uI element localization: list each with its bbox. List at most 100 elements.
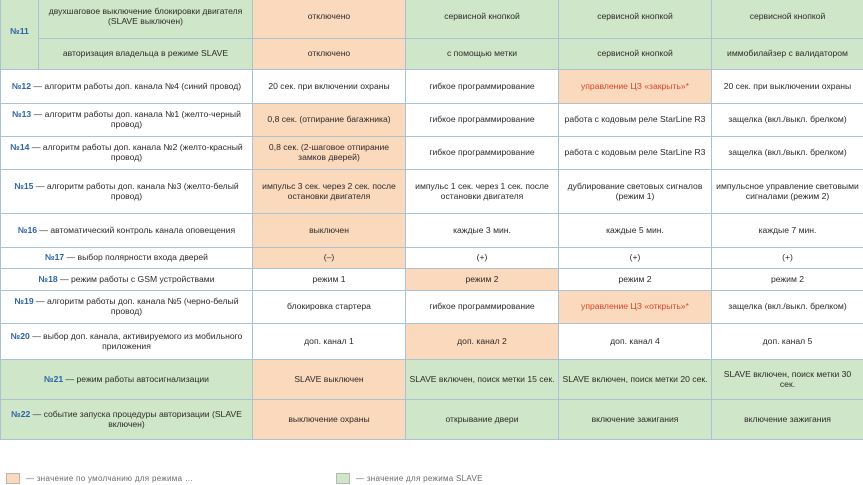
table-row: №20 — выбор доп. канала, активируемого и… (0, 323, 863, 360)
value-cell: управление ЦЗ «закрыть»* (558, 69, 712, 104)
row-number: №21 (44, 373, 64, 384)
value-cell: (+) (405, 247, 559, 269)
value-cell: импульсное управление световыми сигналам… (711, 169, 863, 214)
row-description-text: — выбор полярности входа дверей (64, 252, 208, 263)
row-description: №17 — выбор полярности входа дверей (0, 247, 253, 269)
row-description: №14 — алгоритм работы доп. канала №2 (же… (0, 136, 253, 170)
value-cell: защелка (вкл./выкл. брелком) (711, 290, 863, 324)
value-cell: режим 1 (252, 268, 406, 291)
row-number: №22 (11, 408, 31, 419)
row-description: №20 — выбор доп. канала, активируемого и… (0, 323, 253, 360)
table-row: №19 — алгоритм работы доп. канала №5 (че… (0, 290, 863, 324)
value-cell: режим 2 (558, 268, 712, 291)
row-number: №20 (10, 330, 30, 341)
legend-swatch-default (6, 473, 20, 484)
table-row: №18 — режим работы с GSM устройствами ре… (0, 268, 863, 291)
value-cell: 0,8 сек. (2-шаговое отпирание замков две… (252, 136, 406, 170)
row-number: №11 (0, 0, 39, 70)
table-row: №16 — автоматический контроль канала опо… (0, 213, 863, 248)
table-row: №11 двухшаговое выключение блокировки дв… (0, 0, 863, 70)
row-description: №15 — алгоритм работы доп. канала №3 (же… (0, 169, 253, 214)
value-cell: отключено (252, 0, 406, 39)
row-description-text: — выбор доп. канала, активируемого из мо… (29, 330, 243, 351)
legend-swatch-slave (336, 473, 350, 484)
row-description: №16 — автоматический контроль канала опо… (0, 213, 253, 248)
row-number: №18 (38, 273, 58, 284)
value-cell: (–) (252, 247, 406, 269)
value-cell: сервисной кнопкой (558, 38, 712, 70)
value-cell: иммобилайзер с валидатором (711, 38, 863, 70)
value-cell: работа с кодовым реле StarLine R3 (558, 103, 712, 137)
value-cell: дублирование световых сигналов (режим 1) (558, 169, 712, 214)
row-description: №19 — алгоритм работы доп. канала №5 (че… (0, 290, 253, 324)
row-description-text: — режим работы автосигнализации (63, 373, 209, 384)
value-cell: каждые 7 мин. (711, 213, 863, 248)
value-cell: открывание двери (405, 399, 559, 440)
value-cell: (+) (711, 247, 863, 269)
value-cell: 0,8 сек. (отпирание багажника) (252, 103, 406, 137)
row-description: №22 — событие запуска процедуры авториза… (0, 399, 253, 440)
value-cell: сервисной кнопкой (558, 0, 712, 39)
table-legend: — значение по умолчанию для режима … — з… (0, 466, 863, 485)
value-cell: доп. канал 2 (405, 323, 559, 360)
value-cell: сервисной кнопкой (405, 0, 559, 39)
value-cell: отключено (252, 38, 406, 70)
value-cell: SLAVE включен, поиск метки 15 сек. (405, 359, 559, 400)
value-cell: с помощью метки (405, 38, 559, 70)
table-row: №13 — алгоритм работы доп. канала №1 (же… (0, 103, 863, 137)
row-number: №16 (17, 224, 38, 235)
row-description: №18 — режим работы с GSM устройствами (0, 268, 253, 291)
value-cell: гибкое программирование (405, 136, 559, 170)
row-number: №15 (14, 180, 34, 191)
value-cell: (+) (558, 247, 712, 269)
value-cell: гибкое программирование (405, 103, 559, 137)
row-description-text: — автоматический контроль канала оповеще… (37, 224, 236, 235)
row-description-text: — режим работы с GSM устройствами (57, 273, 215, 284)
value-cell: управление ЦЗ «открыть»* (558, 290, 712, 324)
row-description-text: — алгоритм работы доп. канала №1 (желто-… (31, 109, 241, 129)
legend-text-default: — значение по умолчанию для режима … (26, 474, 194, 483)
value-cell: блокировка стартера (252, 290, 406, 324)
table-row: №14 — алгоритм работы доп. канала №2 (же… (0, 136, 863, 170)
row-number: №13 (12, 109, 32, 120)
value-cell: 20 сек. при выключении охраны (711, 69, 863, 104)
table-row: №15 — алгоритм работы доп. канала №3 (же… (0, 169, 863, 214)
value-cell: SLAVE выключен (252, 359, 406, 400)
value-cell: доп. канал 5 (711, 323, 863, 360)
legend-text-slave: — значение для режима SLAVE (356, 474, 483, 483)
value-cell: SLAVE включен, поиск метки 30 сек. (711, 359, 863, 400)
row-description-text: — алгоритм работы доп. канала №2 (желто-… (29, 142, 243, 162)
value-cell: включение зажигания (558, 399, 712, 440)
table-row: №12 — алгоритм работы доп. канала №4 (си… (0, 69, 863, 104)
value-cell: сервисной кнопкой (711, 0, 863, 39)
row-number: №17 (45, 252, 65, 263)
value-cell: гибкое программирование (405, 69, 559, 104)
value-cell: каждые 5 мин. (558, 213, 712, 248)
table-row: авторизация владельца в режиме SLAVE отк… (1, 38, 863, 70)
value-cell: импульс 3 сек. через 2 сек. после остано… (252, 169, 406, 214)
value-cell: включение зажигания (711, 399, 863, 440)
value-cell: доп. канал 1 (252, 323, 406, 360)
row-description-text: — алгоритм работы доп. канала №3 (желто-… (33, 180, 239, 201)
value-cell: выключен (252, 213, 406, 248)
value-cell: режим 2 (405, 268, 559, 291)
row-description: №21 — режим работы автосигнализации (0, 359, 253, 400)
table-row: №17 — выбор полярности входа дверей (–) … (0, 247, 863, 269)
row-number: №19 (14, 296, 34, 307)
value-cell: каждые 3 мин. (405, 213, 559, 248)
row-number: №14 (10, 142, 30, 153)
value-cell: импульс 1 сек. через 1 сек. после остано… (405, 169, 559, 214)
value-cell: SLAVE включен, поиск метки 20 сек. (558, 359, 712, 400)
value-cell: режим 2 (711, 268, 863, 291)
row-number: №12 (11, 80, 31, 91)
row-description: №12 — алгоритм работы доп. канала №4 (си… (0, 69, 253, 104)
value-cell: работа с кодовым реле StarLine R3 (558, 136, 712, 170)
settings-table: №11 двухшаговое выключение блокировки дв… (0, 0, 863, 440)
row-description: двухшаговое выключение блокировки двигат… (38, 0, 253, 39)
row-description-text: — алгоритм работы доп. канала №4 (синий … (30, 80, 242, 91)
value-cell: доп. канал 4 (558, 323, 712, 360)
value-cell: 20 сек. при включении охраны (252, 69, 406, 104)
value-cell: выключение охраны (252, 399, 406, 440)
row-description: авторизация владельца в режиме SLAVE (38, 38, 253, 70)
row-description-text: — событие запуска процедуры авторизации … (30, 408, 242, 429)
